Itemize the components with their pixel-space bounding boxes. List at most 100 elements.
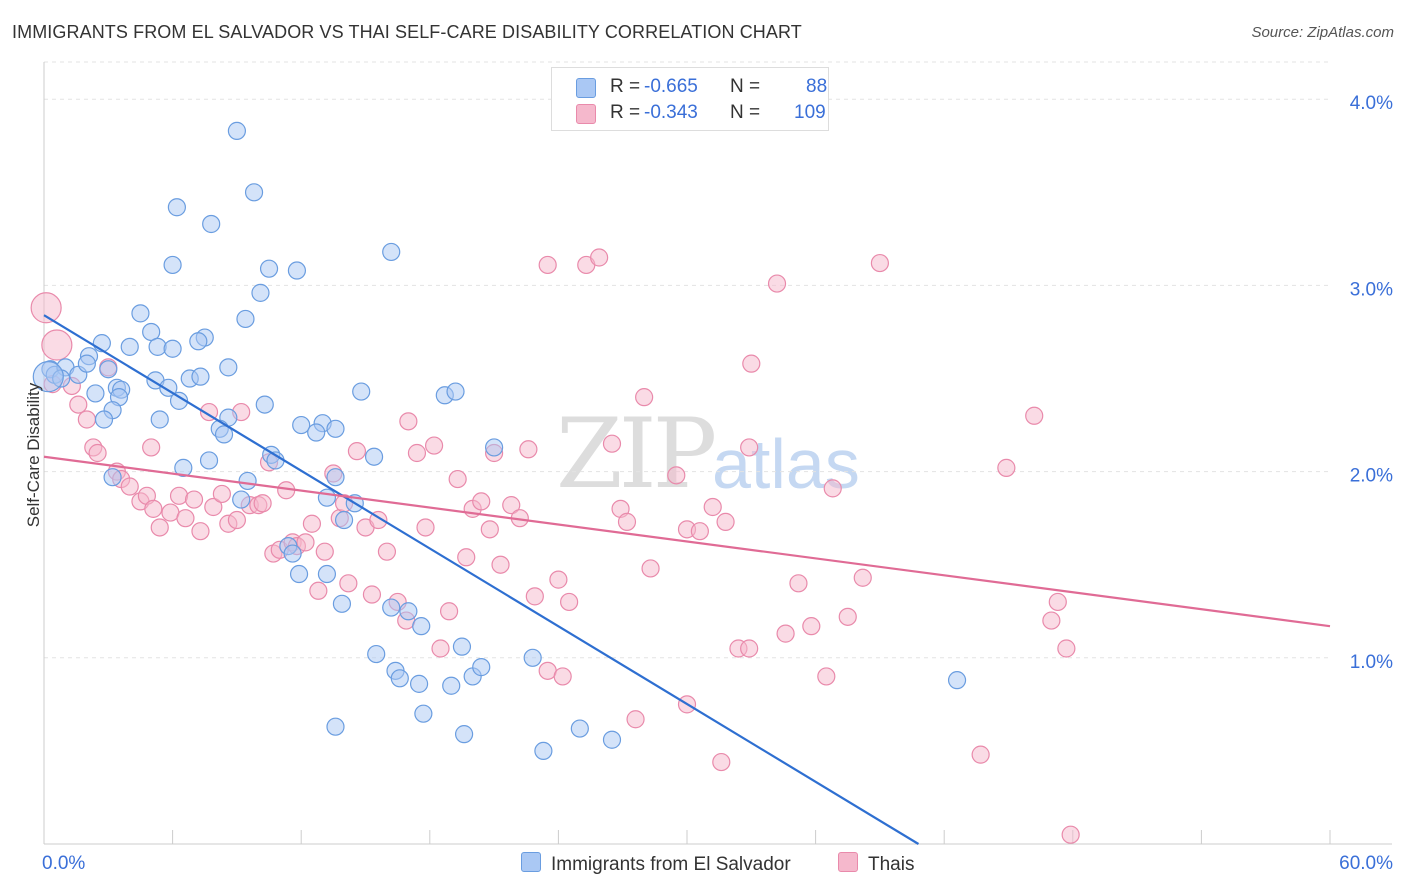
thais-point: [431, 639, 450, 658]
legend-n-value: 88: [806, 76, 828, 97]
thais-trend-line: [43, 455, 1331, 628]
thais-points: [30, 248, 1080, 844]
el-salvador-point: [570, 719, 589, 738]
trend-lines: [43, 314, 1331, 845]
thais-point: [617, 512, 637, 531]
thais-point: [740, 438, 759, 457]
thais-point: [416, 518, 435, 537]
legend-n-label: N =: [730, 76, 761, 97]
thais-point: [703, 497, 722, 517]
el-salvador-point: [292, 415, 311, 435]
thais-point: [191, 522, 210, 541]
el-salvador-point: [236, 309, 255, 329]
el-salvador-point: [409, 674, 429, 693]
thais-point: [525, 587, 544, 606]
el-salvador-points: [32, 121, 967, 761]
el-salvador-point: [99, 360, 118, 379]
thais-point: [641, 559, 660, 578]
thais-point: [767, 274, 787, 293]
bottom-legend-el-salvador: Immigrants from El Salvador: [521, 852, 791, 876]
thais-point: [41, 329, 73, 361]
el-salvador-point: [334, 510, 354, 530]
el-salvador-point: [452, 637, 472, 656]
thais-point: [823, 479, 842, 498]
thais-point: [1042, 611, 1061, 630]
thais-point: [802, 617, 821, 636]
thais-point: [870, 253, 890, 273]
thais-point: [549, 570, 568, 589]
thais-point: [184, 490, 204, 509]
thais-point: [77, 410, 96, 429]
x-tick-label: 0.0%: [42, 853, 85, 874]
thais-point: [538, 255, 557, 275]
thais-point: [142, 438, 161, 457]
thais-point: [519, 440, 538, 459]
y-tick-label: 1.0%: [1350, 652, 1393, 673]
thais-point: [667, 466, 686, 485]
thais-point: [740, 639, 759, 658]
thais-point: [716, 512, 735, 531]
el-salvador-point: [523, 648, 542, 667]
thais-point: [690, 522, 709, 541]
thais-point: [199, 402, 219, 422]
thais-point: [176, 509, 195, 528]
bottom-legend-label: Immigrants from El Salvador: [551, 854, 791, 875]
thais-point: [491, 555, 510, 574]
grid: [44, 61, 1330, 659]
thais-point: [204, 497, 223, 517]
el-salvador-point: [77, 354, 96, 373]
el-salvador-point: [232, 490, 251, 509]
el-salvador-point: [219, 358, 238, 377]
el-salvador-point: [446, 382, 465, 401]
thais-point: [377, 542, 397, 561]
el-salvador-point: [399, 602, 418, 621]
thais-point: [227, 510, 246, 530]
x-tick-label: 60.0%: [1339, 853, 1393, 874]
thais-point: [120, 477, 139, 496]
axes: [43, 62, 1392, 845]
thais-point: [212, 484, 231, 504]
el-salvador-point: [244, 183, 264, 202]
el-salvador-point: [317, 564, 337, 584]
thais-point: [635, 388, 654, 407]
el-salvador-point: [472, 658, 491, 677]
thais-point: [448, 469, 467, 489]
el-salvador-point: [947, 671, 967, 690]
bottom-legend-swatch-pink: [838, 852, 858, 872]
el-salvador-point: [131, 304, 150, 323]
legend-r-label: R =: [610, 76, 641, 97]
el-salvador-point: [317, 488, 337, 507]
thais-point: [309, 581, 328, 600]
thais-point: [1057, 639, 1076, 658]
el-salvador-point: [382, 242, 401, 262]
y-axis-label: Self-Care Disability: [24, 382, 43, 528]
el-salvador-point: [326, 468, 345, 487]
el-salvador-point: [534, 741, 553, 761]
el-salvador-point: [602, 730, 622, 749]
el-salvador-point: [86, 384, 105, 403]
el-salvador-point: [191, 367, 210, 386]
bottom-legend-thais: Thais: [838, 852, 914, 876]
thais-point: [457, 548, 476, 567]
thais-point: [602, 434, 622, 453]
el-salvador-point: [120, 337, 139, 356]
el-salvador-point: [390, 669, 409, 688]
watermark-zip: ZIP: [556, 398, 717, 510]
thais-point: [347, 442, 367, 461]
source-label: Source: ZipAtlas.com: [1251, 24, 1394, 41]
legend-r-value: -0.343: [644, 102, 698, 123]
el-salvador-point: [412, 617, 431, 636]
el-salvador-point: [326, 419, 345, 438]
thais-point: [853, 568, 872, 587]
tick-labels: 1.0% 2.0% 3.0% 4.0% 0.0% 60.0%: [42, 93, 1393, 874]
thais-point: [315, 542, 334, 561]
el-salvador-point: [94, 410, 114, 429]
el-salvador-trend-line: [43, 314, 920, 845]
el-salvador-point: [238, 471, 257, 491]
thais-point: [144, 499, 163, 518]
thais-point: [817, 667, 836, 686]
legend-n-label: N =: [730, 102, 761, 123]
thais-point: [480, 520, 499, 539]
chart-title: IMMIGRANTS FROM EL SALVADOR VS THAI SELF…: [12, 22, 802, 42]
